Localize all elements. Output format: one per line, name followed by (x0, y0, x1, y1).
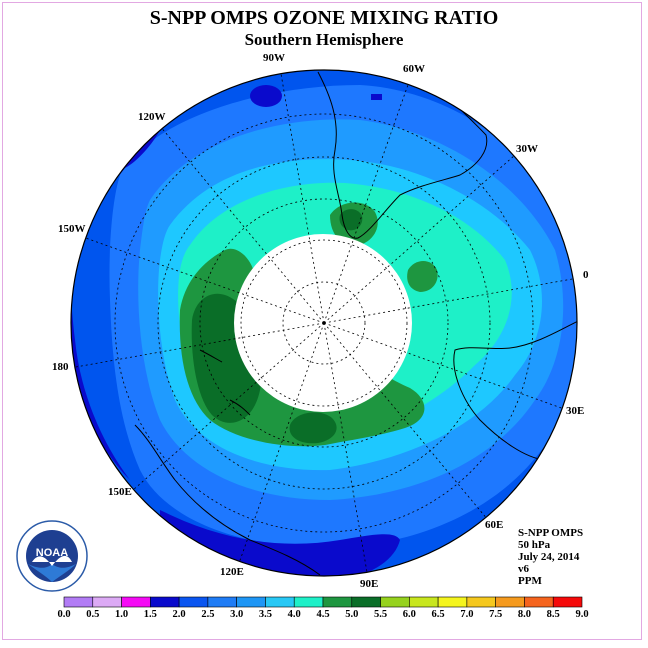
colorbar-tick-label: 6.5 (431, 609, 445, 620)
colorbar-segment (524, 596, 554, 608)
coastline-new-zealand (199, 349, 251, 416)
colorbar-tick-label: 1.0 (114, 609, 129, 620)
lon-label-30w: 30W (516, 143, 538, 155)
lon-label-60w: 60W (403, 63, 425, 75)
low-patch-60w (371, 94, 382, 100)
colorbar-segment (92, 596, 122, 608)
meridian-90e (323, 322, 369, 576)
map-title: S-NPP OMPS OZONE MIXING RATIO (149, 7, 499, 29)
colorbar-tick-label: 3.5 (258, 609, 272, 620)
coastline-africa (453, 319, 577, 461)
colorbar-segment (63, 596, 94, 608)
info-units: PPM (518, 575, 542, 587)
meridian-150w (79, 235, 325, 324)
noaa-logo-icon: NOAA (16, 520, 88, 592)
colorbar-tick-label: 2.5 (201, 609, 215, 620)
colorbar-tick-label: 1.5 (143, 609, 157, 620)
map-subtitle: Southern Hemisphere (244, 30, 404, 49)
lat-circle-40 (114, 113, 534, 533)
colorbar-tick-label: 7.0 (460, 609, 474, 620)
graticule (71, 70, 577, 576)
colorbar-tick-label: 8.5 (546, 609, 560, 620)
lon-label-90e: 90E (360, 578, 378, 590)
meridian-150e (132, 322, 325, 491)
lon-label-120w: 120W (138, 111, 166, 123)
lon-label-180: 180 (52, 361, 69, 373)
meridian-60w (323, 78, 411, 324)
south-pole-marker (322, 321, 326, 325)
lon-label-150e: 150E (108, 486, 132, 498)
meridian-30e (323, 322, 568, 411)
colorbar-tick-label: 0.5 (86, 609, 100, 620)
lat-circle-70 (240, 239, 408, 407)
band-4-5-patch-east (407, 261, 438, 292)
info-date: July 24, 2014 (518, 551, 580, 563)
lat-circle-50 (157, 156, 491, 490)
info-product: S-NPP OMPS (518, 527, 584, 539)
colorbar-segment (322, 596, 353, 608)
colorbar-segment (207, 596, 237, 608)
map-border (70, 69, 578, 577)
colorbar-tick-label: 8.0 (517, 609, 531, 620)
info-version: v6 (518, 563, 529, 575)
band-5-0-patch-north (339, 209, 363, 231)
lon-label-0: 0 (583, 269, 589, 281)
longitude-labels: 90W 60W 30W 0 30E 60E 90E 120E 150E 180 … (52, 52, 589, 590)
colorbar-segment (265, 596, 295, 608)
meridian-90w (279, 70, 325, 324)
lat-circle-60 (199, 198, 449, 448)
lon-label-30e: 30E (566, 405, 584, 417)
lon-label-90w: 90W (263, 52, 285, 64)
colorbar-tick-label: 4.0 (287, 609, 301, 620)
lon-label-120e: 120E (220, 566, 244, 578)
meridian-30w (323, 154, 516, 324)
colorbar-segment (380, 596, 410, 608)
colorbar-segment (437, 596, 468, 608)
colorbar-segment (150, 596, 180, 608)
colorbar (63, 596, 583, 608)
coastline-south-america (317, 71, 488, 239)
colorbar-segment (293, 596, 324, 608)
colorbar-segment (121, 596, 151, 608)
colorbar-segment (351, 596, 381, 608)
colorbar-segment (466, 596, 496, 608)
colorbar-tick-label: 6.0 (402, 609, 416, 620)
colorbar-segment (236, 596, 266, 608)
coastlines (134, 71, 577, 576)
page-frame (2, 2, 642, 640)
coastline-australia (134, 424, 321, 576)
lon-label-60e: 60E (485, 519, 503, 531)
colorbar-tick-label: 5.5 (373, 609, 388, 620)
colorbar-segment (552, 596, 583, 608)
low-patch-90w (250, 85, 282, 107)
info-level: 50 hPa (518, 539, 551, 551)
colorbar-tick-label: 7.5 (489, 609, 503, 620)
colorbar-segment (178, 596, 209, 608)
colorbar-tick-label: 3.0 (230, 609, 244, 620)
colorbar-segment (495, 596, 525, 608)
band-5-0-patch (289, 412, 337, 444)
logo-wordmark: NOAA (36, 547, 68, 559)
colorbar-tick-label: 9.0 (575, 609, 589, 620)
colorbar-tick-label: 5.0 (345, 609, 359, 620)
lat-circle-80 (282, 281, 366, 365)
lon-label-150w: 150W (58, 223, 86, 235)
colorbar-tick-label: 0.0 (57, 609, 71, 620)
colorbar-segment (409, 596, 439, 608)
colorbar-tick-label: 4.5 (316, 609, 330, 620)
colorbar-tick-label: 2.0 (172, 609, 186, 620)
